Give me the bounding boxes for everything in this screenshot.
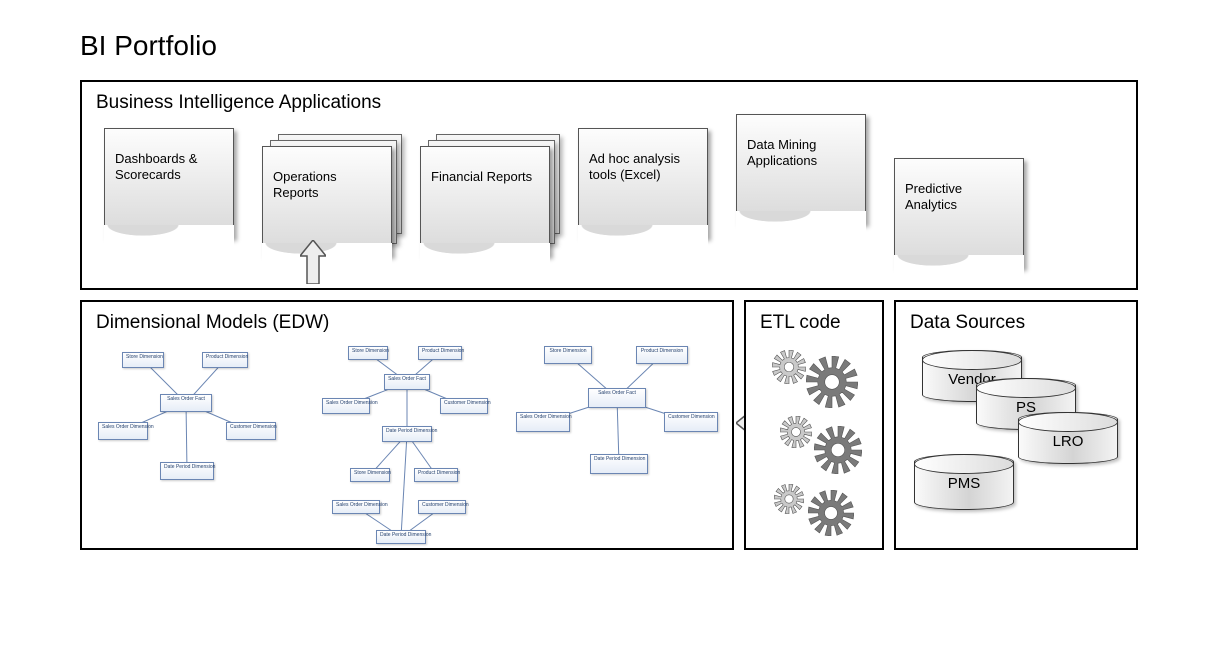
model-node: Sales Order Dimension [516, 412, 570, 432]
gear-icon [806, 356, 858, 413]
model-node: Store Dimension [348, 346, 388, 360]
page-title: BI Portfolio [80, 30, 1138, 62]
bi-applications-title: Business Intelligence Applications [96, 92, 1124, 114]
document-label: Data Mining Applications [736, 114, 866, 224]
model-node: Date Period Dimension [590, 454, 648, 474]
document-label: Operations Reports [262, 146, 392, 256]
model-node: Product Dimension [414, 468, 458, 482]
model-node: Customer Dimension [418, 500, 466, 514]
gear-icon [808, 490, 854, 541]
data-source-cylinder: LRO [1018, 412, 1118, 464]
model-node: Date Period Dimension [376, 530, 426, 544]
document-label: Financial Reports [420, 146, 550, 256]
document-3: Ad hoc analysis tools (Excel) [578, 128, 708, 238]
arrow-edw-to-apps [300, 240, 326, 284]
model-node: Sales Order Fact [384, 374, 430, 390]
gears-area [758, 342, 870, 522]
model-node: Customer Dimension [440, 398, 488, 414]
gear-icon [774, 484, 804, 519]
document-label: Predictive Analytics [894, 158, 1024, 268]
model-node: Store Dimension [350, 468, 390, 482]
gear-icon [780, 416, 812, 453]
model-1: Store Dimension Product Dimension Sales Or… [302, 346, 492, 546]
model-node: Sales Order Fact [160, 394, 212, 412]
model-2: Store Dimension Product Dimension Sales Or… [510, 346, 720, 506]
model-node: Store Dimension [544, 346, 592, 364]
model-node: Product Dimension [202, 352, 248, 368]
model-node: Customer Dimension [664, 412, 718, 432]
cylinders-area: VendorPSLROPMS [908, 342, 1124, 532]
document-label: Dashboards & Scorecards [104, 128, 234, 238]
etl-panel: ETL code [744, 300, 884, 550]
edw-title: Dimensional Models (EDW) [96, 312, 720, 334]
bi-applications-panel: Business Intelligence Applications Dashb… [80, 80, 1138, 290]
etl-title: ETL code [760, 312, 870, 334]
model-0: Store Dimension Product Dimension Sales Or… [94, 346, 284, 506]
model-node: Sales Order Dimension [332, 500, 380, 514]
data-source-cylinder: PMS [914, 454, 1014, 510]
models-area: Store Dimension Product Dimension Sales Or… [94, 342, 720, 546]
model-node: Product Dimension [636, 346, 688, 364]
model-node: Sales Order Dimension [98, 422, 148, 440]
data-sources-panel: Data Sources VendorPSLROPMS [894, 300, 1138, 550]
document-2: Financial Reports [420, 146, 550, 256]
model-node: Date Period Dimension [382, 426, 432, 442]
edw-panel: Dimensional Models (EDW) Store Dimension… [80, 300, 734, 550]
ds-title: Data Sources [910, 312, 1124, 334]
documents-row: Dashboards & Scorecards Operations Report… [94, 122, 1124, 268]
model-node: Sales Order Fact [588, 388, 646, 408]
document-label: Ad hoc analysis tools (Excel) [578, 128, 708, 238]
document-1: Operations Reports [262, 146, 392, 256]
bottom-row: Dimensional Models (EDW) Store Dimension… [80, 300, 1138, 550]
model-node: Sales Order Dimension [322, 398, 370, 414]
document-0: Dashboards & Scorecards [104, 128, 234, 238]
document-5: Predictive Analytics [894, 158, 1024, 268]
document-4: Data Mining Applications [736, 114, 866, 224]
data-source-label: PMS [915, 475, 1013, 492]
model-node: Customer Dimension [226, 422, 276, 440]
model-node: Product Dimension [418, 346, 462, 360]
data-source-label: LRO [1019, 433, 1117, 450]
model-node: Date Period Dimension [160, 462, 214, 480]
gear-icon [814, 426, 862, 479]
gear-icon [772, 350, 806, 389]
model-node: Store Dimension [122, 352, 164, 368]
